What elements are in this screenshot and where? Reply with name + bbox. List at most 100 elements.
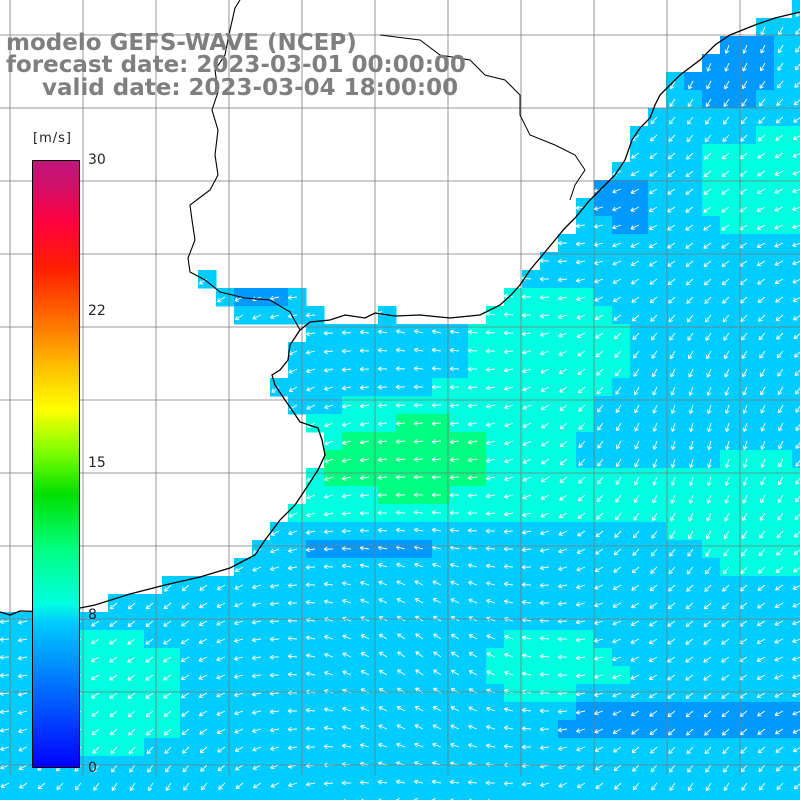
field-cell [450, 360, 469, 379]
wind-arrow [777, 62, 784, 71]
field-cell [702, 792, 721, 800]
field-cell [612, 540, 631, 559]
field-cell [234, 648, 253, 667]
wind-arrow [778, 26, 784, 36]
field-cell [522, 612, 541, 631]
wind-arrow [689, 458, 694, 468]
field-cell [468, 468, 487, 487]
field-cell [324, 432, 343, 451]
wind-arrow [795, 441, 800, 449]
wind-arrow [667, 188, 676, 195]
wind-arrow [359, 563, 370, 569]
wind-arrow [287, 295, 298, 300]
field-cell [288, 378, 307, 397]
field-cell [468, 666, 487, 685]
field-cell [792, 108, 800, 127]
field-cell [738, 234, 757, 253]
wind-arrow [521, 312, 532, 318]
field-cell [234, 306, 253, 325]
field-cell [684, 612, 703, 631]
field-cell [612, 792, 631, 800]
field-cell [504, 486, 523, 505]
wind-arrow [558, 368, 568, 375]
wind-arrow [521, 564, 532, 570]
field-cell [756, 234, 775, 253]
field-cell [324, 360, 343, 379]
wind-arrow [503, 781, 514, 786]
wind-arrow [111, 764, 118, 773]
wind-arrow [521, 529, 532, 535]
field-cell [792, 162, 800, 181]
wind-arrow [760, 44, 766, 54]
wind-arrow [539, 295, 550, 300]
wind-arrow [632, 548, 640, 556]
wind-arrow [721, 674, 730, 681]
wind-arrow [395, 492, 406, 498]
wind-arrow [595, 782, 604, 789]
field-cell [540, 414, 559, 433]
field-cell [360, 738, 379, 757]
field-cell [450, 522, 469, 541]
wind-arrow [485, 330, 496, 336]
wind-arrow [721, 152, 730, 160]
field-cell [270, 720, 289, 739]
field-cell [504, 504, 523, 523]
wind-arrow [521, 653, 532, 659]
field-cell [576, 216, 595, 235]
wind-arrow [18, 728, 28, 734]
wind-arrow [485, 563, 496, 569]
field-cell [576, 378, 595, 397]
wind-arrow [413, 510, 424, 515]
field-cell [252, 666, 271, 685]
field-cell [666, 144, 685, 163]
field-cell [774, 594, 793, 613]
field-cell [252, 684, 271, 703]
field-cell [360, 792, 379, 800]
field-cell [720, 180, 739, 199]
wind-arrow [615, 476, 622, 485]
wind-arrow [649, 710, 658, 717]
wind-arrow [703, 224, 712, 231]
field-cell [540, 252, 559, 271]
field-cell [576, 504, 595, 523]
field-cell [612, 180, 631, 199]
wind-arrow [395, 402, 406, 408]
field-cell [648, 720, 667, 739]
wind-arrow [485, 546, 496, 551]
wind-arrow [503, 599, 514, 605]
field-cell [738, 162, 757, 181]
wind-arrow [774, 152, 784, 159]
wind-arrow [667, 620, 676, 627]
wind-arrow [414, 562, 424, 568]
field-cell [720, 792, 739, 800]
field-cell [468, 396, 487, 415]
wind-arrow [180, 656, 190, 663]
field-cell [198, 270, 217, 289]
wind-arrow [760, 476, 766, 486]
wind-arrow [721, 638, 730, 645]
wind-arrow [740, 746, 748, 754]
field-cell [486, 468, 505, 487]
field-cell [486, 306, 505, 325]
wind-arrow [721, 170, 730, 178]
wind-arrow [670, 368, 676, 378]
wind-arrow [164, 746, 172, 754]
wind-arrow [742, 404, 748, 414]
wind-arrow [667, 278, 676, 286]
field-cell [18, 774, 37, 793]
field-cell [630, 234, 649, 253]
wind-arrow [539, 332, 550, 337]
wind-arrow [431, 384, 442, 390]
field-cell [720, 630, 739, 649]
wind-arrow [323, 707, 334, 713]
wind-arrow [669, 332, 676, 341]
field-cell [306, 324, 325, 343]
wind-arrow [742, 386, 748, 396]
field-cell [792, 432, 800, 451]
field-cell [324, 486, 343, 505]
field-cell [450, 450, 469, 469]
wind-arrow [269, 636, 280, 642]
wind-arrow [91, 692, 100, 699]
field-cell [324, 324, 343, 343]
wind-arrow [707, 440, 712, 451]
